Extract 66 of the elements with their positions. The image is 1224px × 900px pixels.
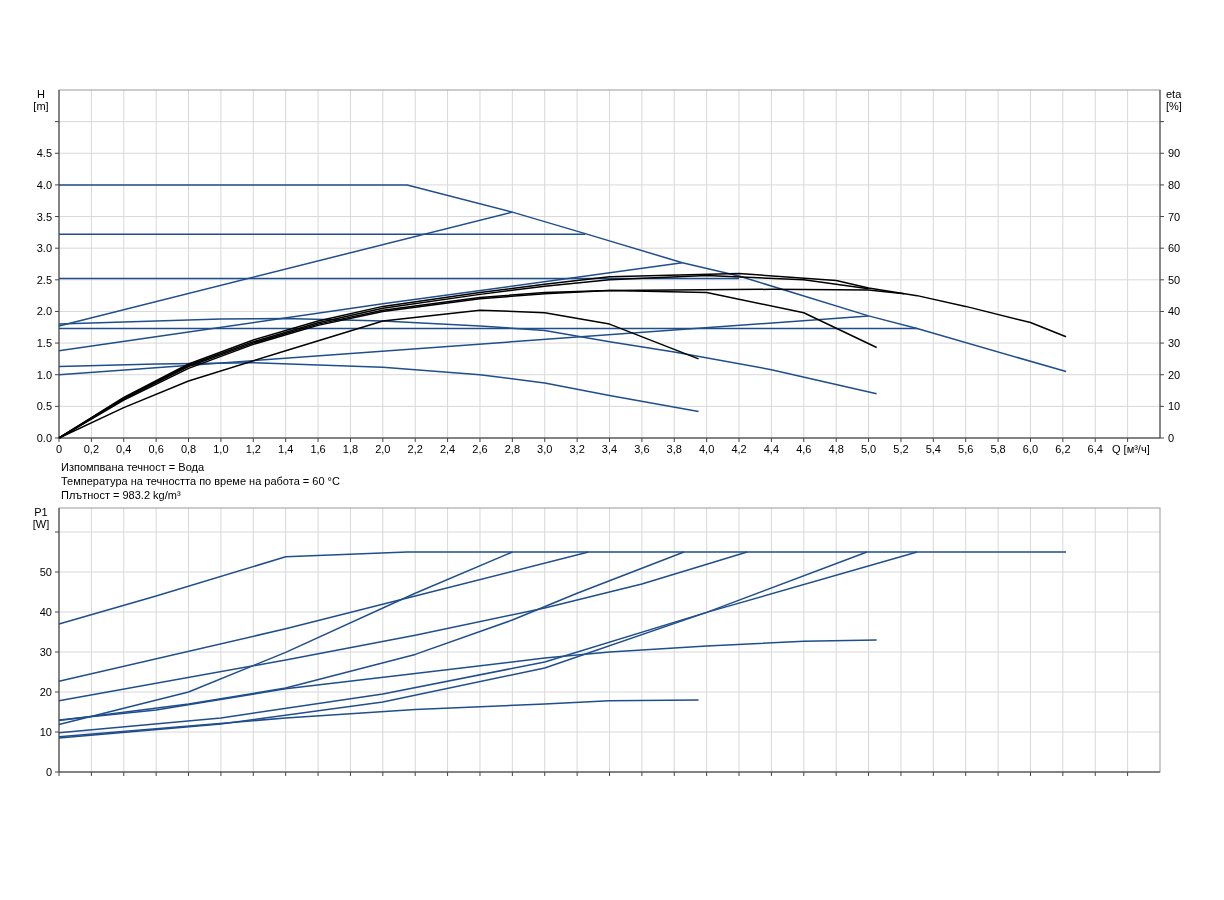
- x-tick-label: 4,2: [731, 443, 747, 455]
- y-tick-label: 0.5: [36, 400, 52, 413]
- x-tick-label: 4,0: [699, 443, 715, 455]
- y-tick-label: 1.0: [36, 368, 52, 381]
- text: Температура на течността по време на работа = 60 °C: [61, 475, 341, 487]
- x-tick-label: 0,4: [116, 443, 132, 455]
- y2-tick-label: 0: [1168, 432, 1175, 444]
- x-axis-title: Q [м³/ч]: [1111, 443, 1150, 455]
- y2-tick-label: 10: [1168, 400, 1181, 413]
- x-tick-label: 0,8: [180, 443, 197, 455]
- x-tick-label: 4,4: [763, 443, 780, 455]
- y-tick-label: 0: [45, 766, 52, 778]
- y-axis-title: H [m]: [33, 88, 49, 112]
- y2-tick-label: 90: [1168, 147, 1181, 160]
- x-tick-label: 6,4: [1087, 443, 1103, 455]
- x-tick-label: 3,4: [601, 443, 618, 455]
- y-tick-label: 0.0: [36, 432, 52, 444]
- y-tick-label: 3.0: [36, 242, 52, 255]
- y-tick-label: 3.5: [36, 210, 52, 223]
- y2-tick-label: 60: [1168, 242, 1181, 255]
- x-tick-label: 4,6: [796, 443, 812, 455]
- x-tick-label: 3,8: [666, 443, 682, 455]
- x-tick-label: 0,6: [148, 443, 164, 455]
- y-tick-label: 2.5: [36, 273, 52, 286]
- y-tick-label: 30: [39, 646, 52, 658]
- x-tick-label: 1,2: [245, 443, 261, 455]
- y-axis-title: P1 [W]: [32, 506, 50, 530]
- x-tick-label: 5,6: [958, 443, 974, 455]
- x-tick-label: 5,8: [990, 443, 1006, 455]
- text: Плътност = 983.2 kg/m³: [61, 489, 181, 501]
- y-tick-label: 50: [39, 566, 52, 578]
- x-tick-label: 5,4: [925, 443, 941, 455]
- y2-tick-label: 80: [1168, 178, 1181, 191]
- x-tick-label: 3,2: [569, 443, 585, 455]
- x-tick-label: 3,6: [634, 443, 650, 455]
- text: Изпомпвана течност = Вода: [61, 461, 205, 473]
- y-tick-label: 10: [39, 726, 52, 738]
- y2-tick-label: 50: [1168, 273, 1181, 286]
- y2-tick-label: 30: [1168, 337, 1181, 350]
- x-tick-label: 5,0: [860, 443, 877, 455]
- y2-axis-title: eta [%]: [1166, 88, 1183, 112]
- x-tick-label: 3,0: [537, 443, 553, 455]
- y-tick-label: 4.5: [36, 147, 52, 160]
- x-tick-label: 0: [55, 443, 63, 455]
- x-tick-label: 2,0: [375, 443, 391, 455]
- x-tick-label: 2,4: [439, 443, 456, 455]
- y-tick-label: 4.0: [36, 178, 52, 191]
- x-tick-label: 2,2: [407, 443, 423, 455]
- x-tick-label: 1,4: [278, 443, 294, 455]
- x-tick-label: 2,8: [504, 443, 520, 455]
- x-tick-label: 6,2: [1055, 443, 1071, 455]
- x-tick-label: 1,0: [213, 443, 229, 455]
- y2-tick-label: 70: [1168, 210, 1181, 223]
- x-tick-label: 0,2: [83, 443, 100, 455]
- x-tick-label: 6,0: [1022, 443, 1039, 455]
- y2-tick-label: 20: [1168, 368, 1181, 381]
- x-tick-label: 4,8: [828, 443, 844, 455]
- x-tick-label: 1,6: [310, 443, 326, 455]
- y-tick-label: 40: [39, 606, 52, 618]
- y-tick-label: 2.0: [36, 305, 52, 318]
- y-tick-label: 20: [39, 686, 52, 698]
- x-tick-label: 2,6: [472, 443, 488, 455]
- y-tick-label: 1.5: [36, 337, 52, 350]
- x-tick-label: 1,8: [342, 443, 359, 455]
- y2-tick-label: 40: [1168, 305, 1181, 318]
- x-tick-label: 5,2: [893, 443, 909, 455]
